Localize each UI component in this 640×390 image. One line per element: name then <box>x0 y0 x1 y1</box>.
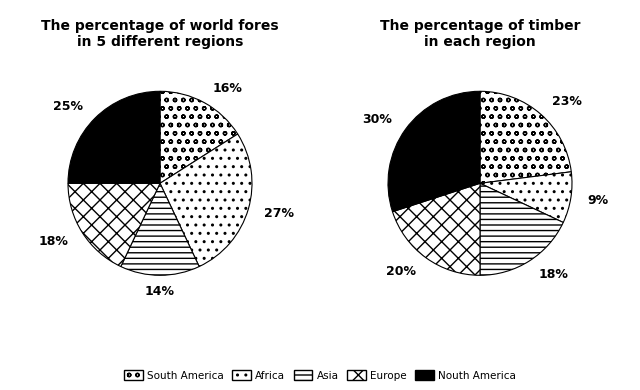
Text: 25%: 25% <box>53 100 83 113</box>
Wedge shape <box>121 183 199 275</box>
Wedge shape <box>388 91 480 212</box>
Wedge shape <box>68 183 160 266</box>
Text: 18%: 18% <box>538 268 568 282</box>
Wedge shape <box>480 172 572 222</box>
Text: 18%: 18% <box>38 235 68 248</box>
Wedge shape <box>480 91 572 183</box>
Legend: South America, Africa, Asia, Europe, Nouth America: South America, Africa, Asia, Europe, Nou… <box>120 366 520 385</box>
Text: 14%: 14% <box>145 285 175 298</box>
Text: 27%: 27% <box>264 207 294 220</box>
Text: 20%: 20% <box>386 265 416 278</box>
Wedge shape <box>160 91 237 183</box>
Text: 30%: 30% <box>362 113 392 126</box>
Text: 9%: 9% <box>588 194 609 207</box>
Wedge shape <box>160 134 252 266</box>
Wedge shape <box>480 183 563 275</box>
Title: The percentage of timber
in each region: The percentage of timber in each region <box>380 19 580 49</box>
Text: 23%: 23% <box>552 96 582 108</box>
Wedge shape <box>392 183 480 275</box>
Wedge shape <box>68 91 160 183</box>
Title: The percentage of world fores
in 5 different regions: The percentage of world fores in 5 diffe… <box>41 19 279 49</box>
Text: 16%: 16% <box>212 82 242 95</box>
